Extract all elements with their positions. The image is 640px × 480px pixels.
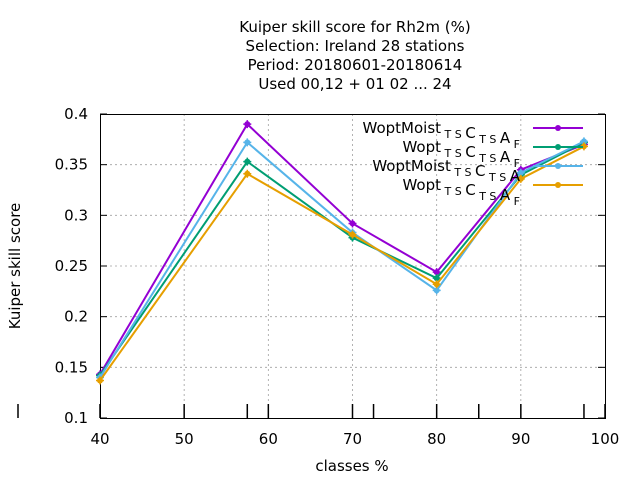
y-axis-label: Kuiper skill score	[6, 203, 24, 330]
y-tick-label: 0.25	[55, 257, 88, 275]
x-tick-label: 90	[511, 430, 530, 448]
y-tick-label: 0.1	[64, 409, 88, 427]
series-line	[99, 145, 585, 382]
y-tick-label: 0.4	[64, 105, 88, 123]
data-point	[96, 376, 104, 385]
legend-marker	[555, 182, 561, 188]
data-point	[432, 280, 441, 289]
data-point	[243, 157, 252, 166]
series-line	[99, 122, 585, 375]
series-lines	[96, 120, 588, 385]
series-line	[99, 141, 585, 377]
x-tick-label: 40	[90, 430, 109, 448]
title-line: Period: 20180601-20180614	[248, 56, 463, 74]
title-line: Kuiper skill score for Rh2m (%)	[239, 18, 471, 36]
data-point	[243, 138, 252, 147]
x-tick-label: 80	[427, 430, 446, 448]
x-tick-label: 70	[343, 430, 362, 448]
legend: WoptMoist T S C T S A F Wopt T S C T S A…	[363, 119, 583, 208]
y-tick-label: 0.35	[55, 156, 88, 174]
axis-ticks: 0.1 0.15 0.2 0.25 0.3 0.35 0.4 40 50 60 70 80 90 100	[17, 105, 620, 448]
legend-marker	[555, 144, 561, 150]
legend-entry: Wopt T S C T S A F	[402, 138, 520, 170]
title-line: Used 00,12 + 01 02 ... 24	[258, 75, 451, 93]
chart-title: Kuiper skill score for Rh2m (%)Selection…	[239, 18, 471, 93]
y-tick-label: 0.2	[64, 308, 88, 326]
x-tick-label: 100	[591, 430, 620, 448]
y-tick-label: 0.3	[64, 206, 88, 224]
legend-marker	[555, 125, 561, 131]
grid	[100, 114, 605, 418]
legend-marker	[555, 163, 561, 169]
data-point	[516, 174, 525, 183]
data-point	[243, 169, 252, 178]
x-tick-label: 50	[175, 430, 194, 448]
data-point	[348, 219, 357, 228]
legend-entry: WoptMoist T S C T S A F	[363, 119, 521, 151]
legend-entry: WoptMoist T S C T S A	[372, 157, 520, 185]
y-tick-label: 0.15	[55, 358, 88, 376]
legend-entry: Wopt T S C T S A F	[402, 176, 520, 208]
data-point	[243, 120, 252, 129]
title-line: Selection: Ireland 28 stations	[246, 37, 465, 55]
series-line	[99, 140, 585, 378]
x-tick-label: 60	[259, 430, 278, 448]
x-axis-label: classes %	[315, 457, 388, 475]
data-point	[348, 230, 357, 239]
